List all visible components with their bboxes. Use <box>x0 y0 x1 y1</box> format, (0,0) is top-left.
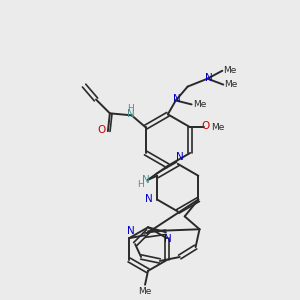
Text: H: H <box>127 104 134 113</box>
Text: Me: Me <box>193 100 206 109</box>
Text: N: N <box>164 234 172 244</box>
Text: Me: Me <box>211 123 225 132</box>
Text: O: O <box>98 125 106 135</box>
Text: N: N <box>127 109 134 119</box>
Text: Me: Me <box>225 80 238 89</box>
Text: Me: Me <box>224 66 237 75</box>
Text: N: N <box>176 152 184 162</box>
Text: H: H <box>137 180 143 189</box>
Text: N: N <box>145 194 153 203</box>
Text: N: N <box>127 226 135 236</box>
Text: Me: Me <box>138 287 152 296</box>
Text: N: N <box>173 94 181 104</box>
Text: O: O <box>202 121 210 131</box>
Text: N: N <box>142 175 150 185</box>
Text: N: N <box>205 73 212 83</box>
